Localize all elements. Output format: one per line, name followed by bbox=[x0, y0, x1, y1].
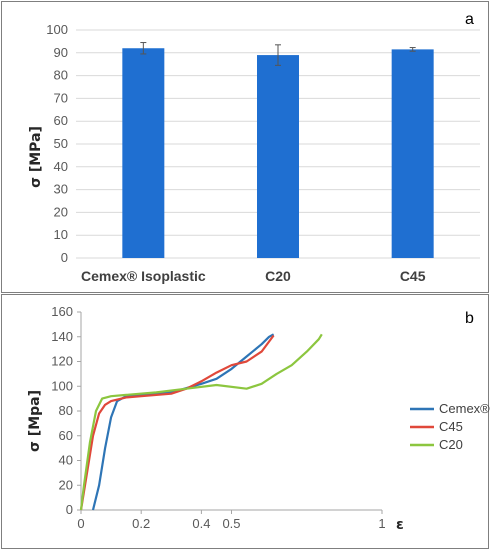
legend-label: C45 bbox=[439, 419, 463, 434]
category-label: C45 bbox=[400, 268, 426, 284]
panel-a: 0 10 20 30 40 50 60 70 80 90 100 Cemex® Isoplastic… bbox=[1, 1, 489, 293]
y-tick-label: 90 bbox=[54, 45, 68, 60]
x-tick-label: 1 bbox=[378, 516, 385, 531]
y-tick-label: 40 bbox=[59, 453, 73, 468]
panel-label-a: a bbox=[465, 11, 474, 28]
y-tick-label: 20 bbox=[54, 204, 68, 219]
y-tick-label: 70 bbox=[54, 90, 68, 105]
y-tick-label: 120 bbox=[51, 354, 73, 369]
panel-label-b: b bbox=[465, 310, 474, 327]
x-axis-label: ε bbox=[396, 517, 404, 533]
y-tick-label: 140 bbox=[51, 329, 73, 344]
legend-label: Cemex® bbox=[439, 401, 490, 416]
y-tick-label: 40 bbox=[54, 159, 68, 174]
y-tick-label: 50 bbox=[54, 136, 68, 151]
line-chart: 0 20 40 60 80 100 120 140 160 0 0.2 0.4 0.5 1 Cemex®… bbox=[27, 304, 490, 533]
y-tick-label: 100 bbox=[46, 22, 68, 37]
y-tick-labels: 0 20 40 60 80 100 120 140 160 bbox=[51, 304, 81, 517]
bar bbox=[391, 49, 434, 258]
x-tick-label: 0.4 bbox=[192, 516, 210, 531]
bar bbox=[257, 55, 299, 258]
series-line bbox=[91, 333, 275, 511]
panel-b: 0 20 40 60 80 100 120 140 160 0 0.2 0.4 0.5 1 Cemex®… bbox=[1, 294, 490, 549]
y-tick-label: 20 bbox=[59, 477, 73, 492]
y-tick-label: 80 bbox=[59, 403, 73, 418]
y-tick-label: 60 bbox=[59, 428, 73, 443]
y-tick-label: 0 bbox=[61, 250, 68, 265]
bar-chart: 0 10 20 30 40 50 60 70 80 90 100 Cemex® Isoplastic… bbox=[28, 11, 480, 284]
bars bbox=[122, 48, 434, 258]
legend-label: C20 bbox=[439, 437, 463, 452]
x-tick-label: 0 bbox=[77, 516, 84, 531]
y-tick-label: 30 bbox=[54, 182, 68, 197]
y-tick-label: 80 bbox=[54, 68, 68, 83]
series-lines bbox=[79, 333, 323, 511]
category-label: Cemex® Isoplastic bbox=[81, 268, 206, 284]
series-line bbox=[79, 333, 323, 511]
legend: Cemex® C45 C20 bbox=[410, 401, 490, 452]
y-tick-label: 10 bbox=[54, 227, 68, 242]
y-tick-label: 60 bbox=[54, 113, 68, 128]
y-tick-label: 100 bbox=[51, 378, 73, 393]
y-tick-label: 160 bbox=[51, 304, 73, 319]
category-label: C20 bbox=[265, 268, 291, 284]
y-axis-label: σ [MPa] bbox=[28, 126, 44, 188]
y-tick-labels: 0 10 20 30 40 50 60 70 80 90 100 bbox=[46, 22, 68, 265]
category-labels: Cemex® Isoplastic C20 C45 bbox=[81, 268, 426, 284]
y-axis-label: σ [Mpa] bbox=[27, 390, 43, 452]
error-bars bbox=[140, 42, 416, 66]
x-tick-label: 0.5 bbox=[222, 516, 240, 531]
y-tick-label: 0 bbox=[66, 502, 73, 517]
axes bbox=[80, 312, 382, 511]
x-tick-labels: 0 0.2 0.4 0.5 1 bbox=[77, 510, 386, 531]
bar bbox=[122, 48, 165, 258]
x-tick-label: 0.2 bbox=[132, 516, 150, 531]
series-line bbox=[79, 334, 275, 511]
